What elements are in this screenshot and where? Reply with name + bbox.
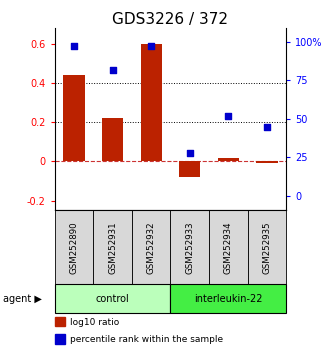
Bar	[55, 317, 65, 326]
Point	[264, 124, 270, 130]
Bar	[170, 284, 286, 313]
Bar	[218, 158, 239, 161]
Text: GSM252890: GSM252890	[70, 221, 78, 274]
Text: log10 ratio: log10 ratio	[70, 318, 119, 327]
Bar	[55, 284, 170, 313]
Point	[149, 44, 154, 49]
Bar	[209, 210, 248, 284]
Bar	[63, 75, 84, 161]
Bar	[132, 210, 170, 284]
Text: interleukin-22: interleukin-22	[194, 293, 262, 304]
Text: percentile rank within the sample: percentile rank within the sample	[70, 335, 223, 344]
Bar	[93, 210, 132, 284]
Text: GSM252935: GSM252935	[262, 221, 271, 274]
Text: GSM252934: GSM252934	[224, 221, 233, 274]
Bar	[141, 44, 162, 161]
Point	[110, 67, 115, 72]
Bar	[102, 118, 123, 161]
Bar	[55, 334, 65, 343]
Point	[71, 44, 76, 49]
Point	[226, 113, 231, 119]
Point	[187, 150, 192, 156]
Text: GSM252933: GSM252933	[185, 221, 194, 274]
Bar	[257, 161, 278, 164]
Text: GSM252932: GSM252932	[147, 221, 156, 274]
Text: agent ▶: agent ▶	[3, 293, 42, 304]
Text: control: control	[96, 293, 129, 304]
Bar	[248, 210, 286, 284]
Bar	[170, 210, 209, 284]
Bar	[179, 161, 200, 177]
Text: GSM252931: GSM252931	[108, 221, 117, 274]
Title: GDS3226 / 372: GDS3226 / 372	[113, 12, 228, 27]
Bar	[55, 210, 93, 284]
